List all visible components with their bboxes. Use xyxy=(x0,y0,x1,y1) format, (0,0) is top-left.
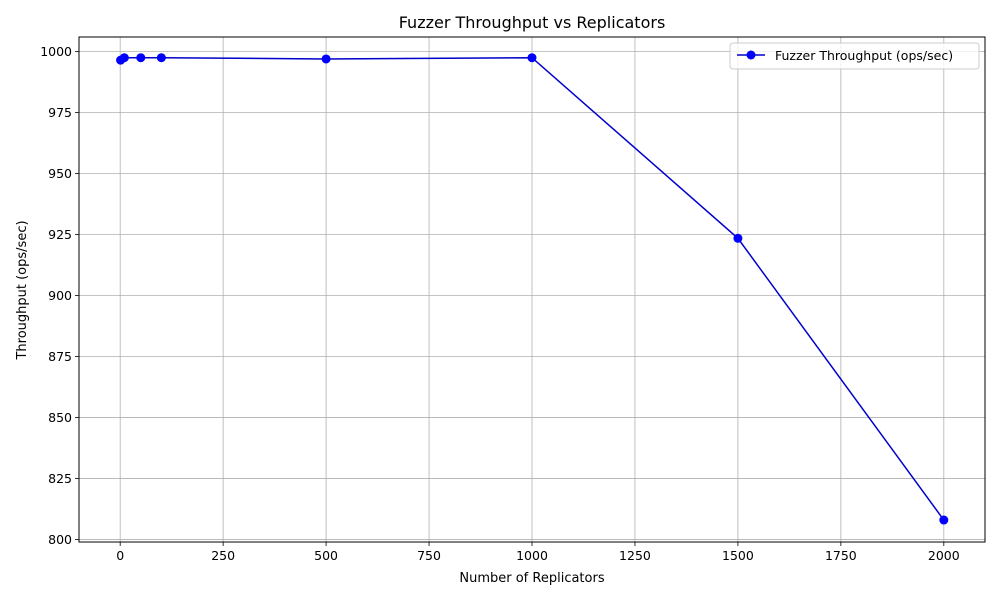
data-point-0-2 xyxy=(136,53,146,63)
x-tick-label-0: 0 xyxy=(116,548,124,563)
x-tick-label-1: 250 xyxy=(211,548,235,563)
y-tick-label-0: 800 xyxy=(48,532,72,547)
legend: Fuzzer Throughput (ops/sec) xyxy=(729,42,980,70)
x-axis-label: Number of Replicators xyxy=(459,571,604,586)
chart-title: Fuzzer Throughput vs Replicators xyxy=(399,13,666,32)
x-tick-label-4: 1000 xyxy=(516,548,548,563)
x-tick-label-5: 1250 xyxy=(619,548,651,563)
x-tick-label-2: 500 xyxy=(314,548,338,563)
axis-ticks: 0 250 500 750 1000 1250 1500 1750 2000 800 825 850 8… xyxy=(40,44,960,563)
x-tick-label-8: 2000 xyxy=(928,548,960,563)
y-tick-label-3: 875 xyxy=(48,349,72,364)
x-tick-label-6: 1500 xyxy=(722,548,754,563)
y-tick-label-4: 900 xyxy=(48,288,72,303)
data-point-0-1 xyxy=(119,53,129,63)
x-tick-label-3: 750 xyxy=(417,548,441,563)
data-series xyxy=(116,53,949,525)
y-tick-label-2: 850 xyxy=(48,410,72,425)
y-tick-label-1: 825 xyxy=(48,471,72,486)
legend-entry-label: Fuzzer Throughput (ops/sec) xyxy=(775,48,953,63)
y-tick-label-8: 1000 xyxy=(40,44,72,59)
data-point-0-7 xyxy=(939,515,949,525)
legend-marker-swatch xyxy=(746,50,756,60)
data-point-0-5 xyxy=(527,53,537,63)
data-point-0-3 xyxy=(156,53,166,63)
plot-frame xyxy=(78,36,986,543)
y-tick-label-7: 975 xyxy=(48,105,72,120)
data-point-0-4 xyxy=(321,54,331,64)
x-tick-label-7: 1750 xyxy=(825,548,857,563)
data-point-0-6 xyxy=(733,233,743,243)
y-tick-label-6: 950 xyxy=(48,166,72,181)
grid-lines xyxy=(79,37,985,542)
y-axis-label: Throughput (ops/sec) xyxy=(15,220,30,360)
y-tick-label-5: 925 xyxy=(48,227,72,242)
legend-box xyxy=(729,42,980,70)
